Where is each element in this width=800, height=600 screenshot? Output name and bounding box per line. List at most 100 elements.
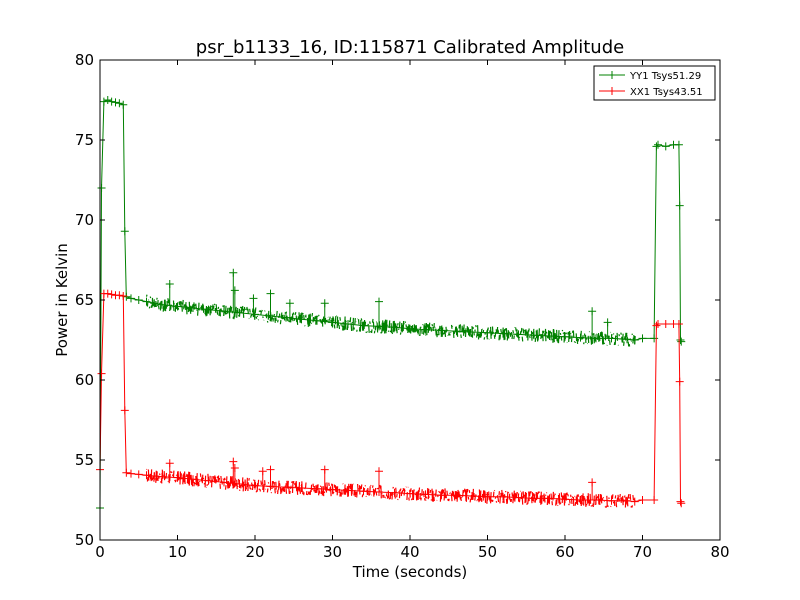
- x-tick-label: 80: [710, 543, 729, 561]
- series-marker: [561, 495, 569, 504]
- series-marker: [119, 292, 128, 300]
- series-marker: [120, 406, 129, 415]
- series-marker: [576, 496, 585, 504]
- series-marker: [676, 336, 685, 344]
- series-marker: [545, 494, 554, 503]
- series-marker: [230, 286, 239, 295]
- series-marker: [468, 328, 476, 336]
- series-marker: [158, 472, 166, 481]
- series-marker: [437, 326, 445, 335]
- series-marker: [359, 321, 368, 330]
- series-marker: [654, 140, 662, 149]
- series-marker: [421, 325, 430, 334]
- series-marker: [499, 492, 507, 501]
- series-marker: [588, 307, 597, 316]
- series-marker: [142, 297, 151, 306]
- series-marker: [652, 321, 661, 330]
- series-marker: [258, 467, 267, 476]
- series-marker: [97, 184, 106, 192]
- series-marker: [375, 467, 383, 476]
- series-marker: [115, 99, 124, 108]
- series-marker: [607, 334, 616, 343]
- y-axis-label: Power in Kelvin: [53, 243, 71, 357]
- legend-marker: [608, 87, 616, 95]
- y-tick-label: 55: [75, 451, 94, 469]
- series-marker: [623, 335, 631, 344]
- series-marker: [630, 336, 639, 344]
- series-marker: [165, 280, 174, 288]
- series-marker: [375, 488, 383, 496]
- series-marker: [266, 465, 275, 474]
- series-marker: [158, 300, 166, 309]
- series-marker: [313, 484, 321, 493]
- series-marker: [173, 302, 182, 311]
- series-marker: [122, 468, 131, 477]
- series-marker: [638, 334, 647, 343]
- legend-marker: [608, 71, 616, 79]
- series-marker: [103, 289, 112, 298]
- series-marker: [119, 100, 128, 109]
- series-marker: [514, 330, 523, 339]
- series-marker: [677, 499, 686, 508]
- series-marker: [344, 320, 352, 328]
- series-marker: [165, 459, 174, 468]
- series-marker: [103, 96, 112, 104]
- y-axis: 50 55 60 65 70 75 80: [75, 51, 720, 549]
- series-marker: [576, 333, 585, 342]
- x-tick-label: 0: [95, 543, 105, 561]
- series-marker: [592, 334, 600, 343]
- series-marker: [328, 318, 337, 327]
- series-marker: [220, 478, 228, 487]
- series-marker: [235, 480, 244, 488]
- series-marker: [235, 308, 244, 317]
- x-tick-label: 30: [323, 543, 342, 561]
- series-marker: [249, 294, 258, 303]
- series-marker: [97, 369, 106, 378]
- series-marker: [630, 497, 639, 506]
- series-marker: [654, 320, 662, 328]
- series-marker: [452, 491, 461, 500]
- series-marker: [592, 496, 600, 504]
- series-marker: [127, 469, 135, 478]
- series-marker: [623, 496, 631, 505]
- series-marker: [142, 471, 151, 480]
- series-marker: [661, 320, 670, 328]
- series-marker: [499, 329, 507, 338]
- series-marker: [229, 268, 238, 277]
- series-marker: [320, 299, 329, 308]
- series-marker: [483, 328, 492, 337]
- chart-title: psr_b1133_16, ID:115871 Calibrated Ampli…: [196, 37, 624, 58]
- legend: YY1 Tsys51.29 XX1 Tsys43.51: [593, 65, 716, 101]
- series-marker: [297, 484, 306, 492]
- series-marker: [282, 483, 290, 492]
- y-tick-label: 65: [75, 291, 94, 309]
- series-yy1: [96, 96, 686, 512]
- x-axis: 0 10 20 30 40 50 60 70 80: [95, 60, 730, 561]
- series-marker: [111, 98, 120, 107]
- y-tick-label: 60: [75, 371, 94, 389]
- legend-label: XX1 Tsys43.51: [630, 87, 703, 98]
- series-marker: [375, 322, 383, 331]
- series-marker: [677, 337, 686, 346]
- series-marker: [297, 315, 306, 324]
- x-tick-label: 50: [478, 543, 497, 561]
- x-tick-label: 70: [633, 543, 652, 561]
- series-marker: [313, 316, 321, 325]
- series-marker: [107, 97, 116, 106]
- x-tick-label: 20: [245, 543, 264, 561]
- series-marker: [285, 299, 294, 308]
- series-marker: [674, 140, 683, 149]
- series-marker: [189, 304, 197, 312]
- series-marker: [650, 334, 659, 343]
- series-marker: [406, 489, 414, 498]
- series-marker: [150, 472, 159, 480]
- series-marker: [421, 490, 430, 499]
- series-marker: [204, 476, 213, 485]
- series-marker: [150, 299, 159, 308]
- y-tick-label: 70: [75, 211, 94, 229]
- series-marker: [406, 324, 414, 333]
- series-marker: [675, 201, 684, 210]
- series-marker: [220, 307, 228, 316]
- series-marker: [344, 486, 352, 495]
- x-axis-label: Time (seconds): [352, 563, 468, 581]
